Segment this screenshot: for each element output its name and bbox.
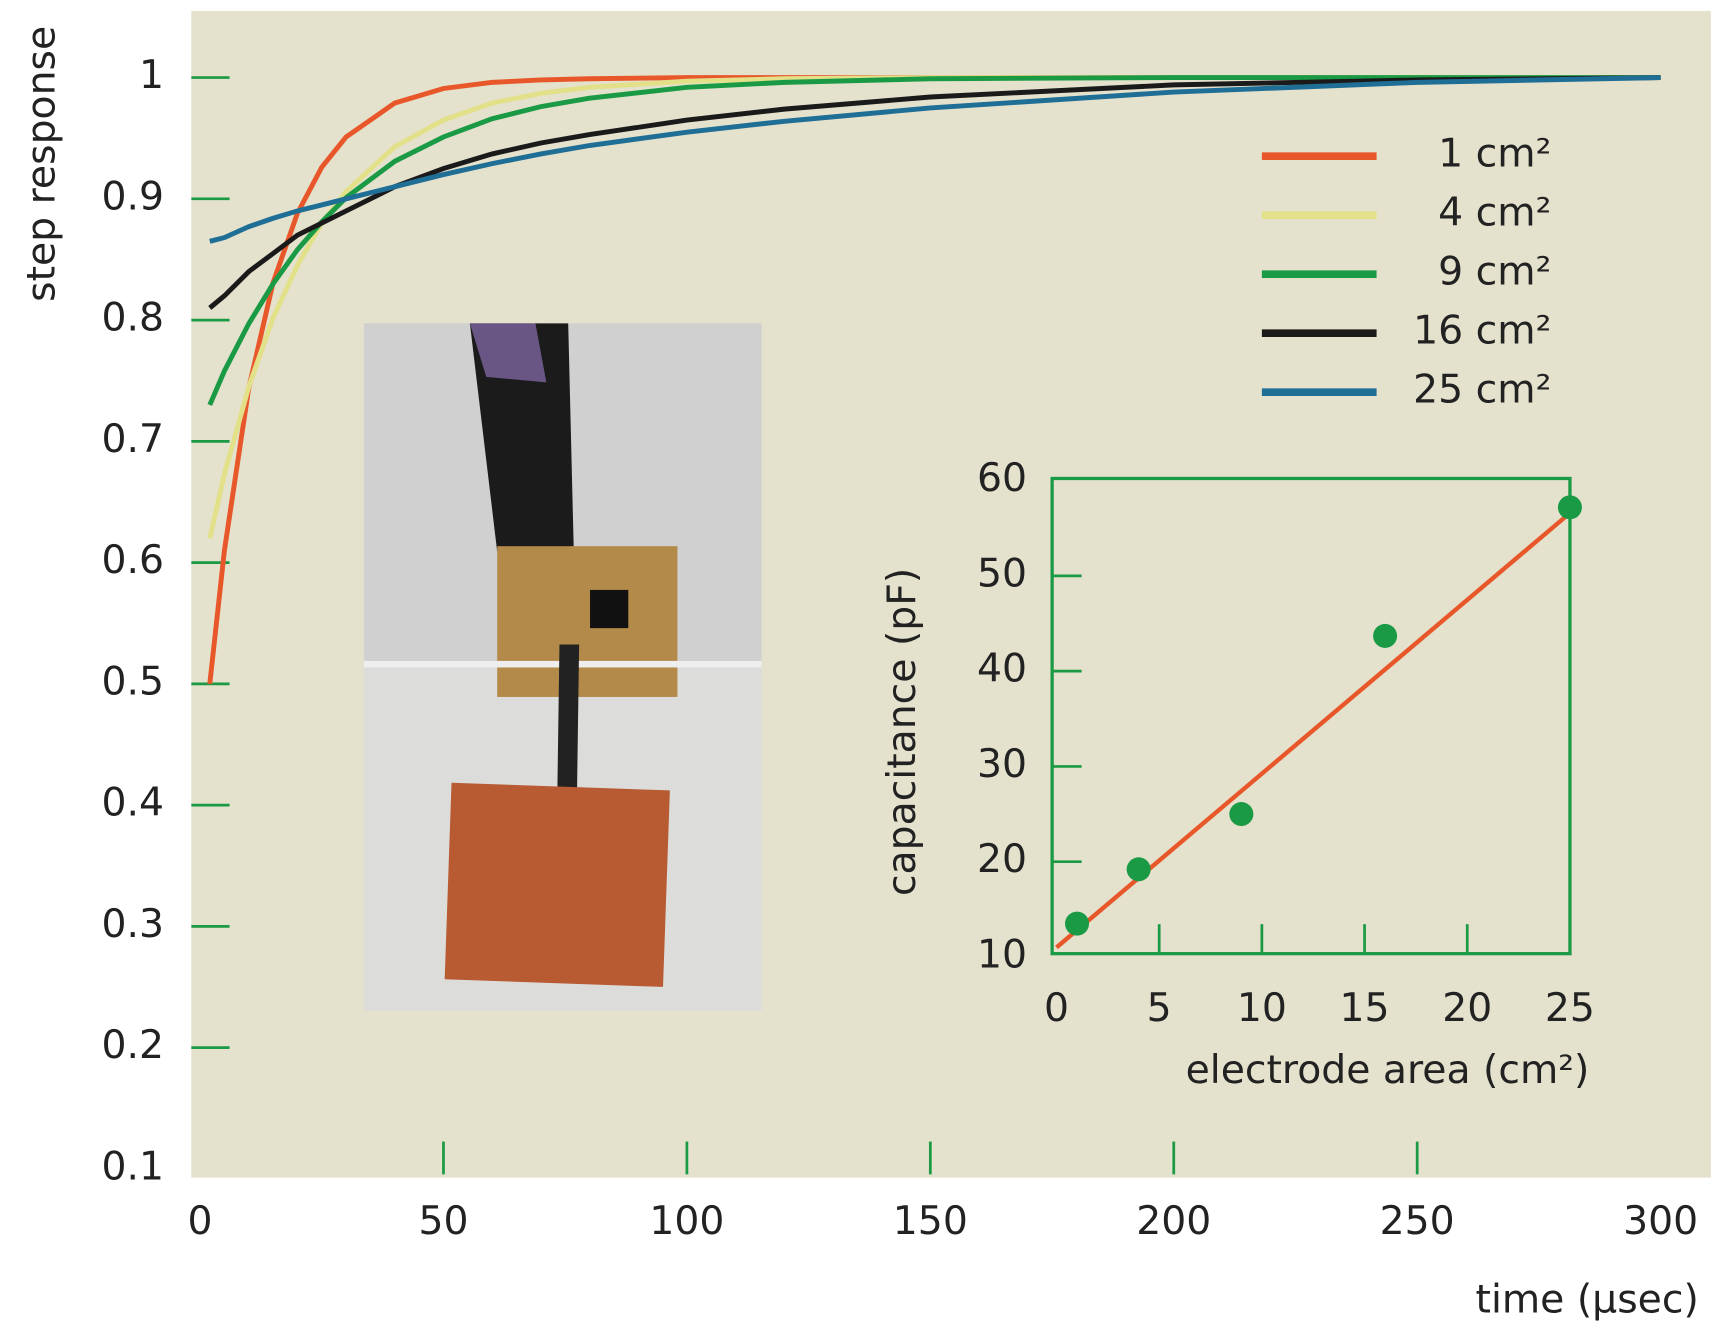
x-tick-label: 50 bbox=[418, 1199, 468, 1244]
y-tick-label: 30 bbox=[977, 742, 1027, 787]
point bbox=[1557, 495, 1582, 520]
x-tick-label: 100 bbox=[649, 1199, 724, 1244]
legend-label: 16 cm² bbox=[1413, 309, 1551, 354]
legend-label: 1 cm² bbox=[1438, 132, 1551, 177]
x-axis-label: time (µsec) bbox=[1476, 1278, 1699, 1323]
y-tick-label: 0.5 bbox=[101, 659, 164, 704]
point bbox=[1373, 623, 1398, 648]
point bbox=[1126, 857, 1151, 882]
x-tick-label: 10 bbox=[1237, 986, 1287, 1031]
y-axis-label: capacitance (pF) bbox=[880, 568, 925, 896]
legend-label: 4 cm² bbox=[1438, 191, 1551, 236]
y-tick-label: 0.3 bbox=[101, 902, 164, 947]
point bbox=[1229, 802, 1254, 827]
x-tick-label: 15 bbox=[1340, 986, 1390, 1031]
y-tick-label: 0.9 bbox=[101, 174, 164, 219]
series-line bbox=[207, 75, 1661, 406]
y-tick-label: 0.8 bbox=[101, 296, 164, 341]
y-tick-label: 0.7 bbox=[101, 417, 164, 462]
photo bbox=[363, 323, 762, 1011]
x-tick-label: 20 bbox=[1442, 986, 1492, 1031]
x-tick-label: 25 bbox=[1545, 986, 1595, 1031]
x-axis-label: electrode area (cm²) bbox=[1186, 1048, 1590, 1093]
point bbox=[1065, 911, 1090, 936]
y-tick-label: 0.2 bbox=[101, 1023, 164, 1068]
series-line bbox=[209, 75, 1661, 244]
x-tick-label: 0 bbox=[1044, 986, 1069, 1031]
y-tick-label: 0.1 bbox=[101, 1144, 164, 1189]
legend-label: 9 cm² bbox=[1438, 250, 1551, 295]
y-tick-label: 0.6 bbox=[101, 538, 164, 583]
legend-label: 25 cm² bbox=[1413, 368, 1551, 413]
x-tick-label: 200 bbox=[1136, 1199, 1211, 1244]
series-line bbox=[208, 75, 1661, 310]
y-tick-label: 40 bbox=[977, 647, 1027, 692]
y-tick-label: 50 bbox=[977, 551, 1027, 596]
x-tick-label: 0 bbox=[188, 1199, 213, 1244]
y-tick-label: 60 bbox=[977, 456, 1027, 501]
x-tick-label: 250 bbox=[1380, 1199, 1455, 1244]
x-tick-label: 150 bbox=[893, 1199, 968, 1244]
inset-frame bbox=[1050, 476, 1572, 956]
x-tick-label: 300 bbox=[1623, 1199, 1698, 1244]
y-tick-label: 20 bbox=[977, 837, 1027, 882]
y-axis-label: step response bbox=[19, 26, 64, 302]
y-tick-label: 0.4 bbox=[101, 781, 164, 826]
y-tick-label: 10 bbox=[977, 932, 1027, 977]
x-tick-label: 5 bbox=[1147, 986, 1172, 1031]
y-tick-label: 1 bbox=[139, 53, 164, 98]
